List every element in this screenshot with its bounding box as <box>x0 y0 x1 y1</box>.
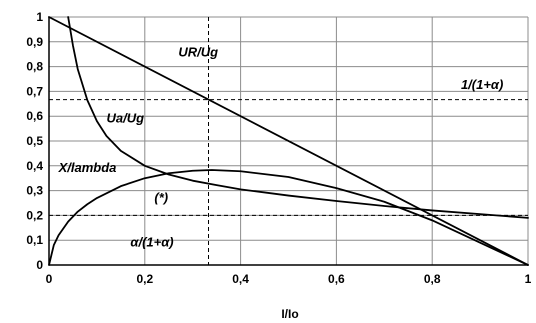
y-tick-label: 0,2 <box>26 208 43 222</box>
axes <box>48 17 528 266</box>
reference-lines <box>49 17 528 265</box>
y-tick-label: 0,5 <box>26 134 43 148</box>
annotation-label: α/(1+α) <box>130 234 173 249</box>
y-tick-label: 0,4 <box>26 159 43 173</box>
y-tick-label: 0,7 <box>26 84 43 98</box>
annotation-label: X/lambda <box>58 160 117 175</box>
y-tick-label: 0 <box>36 258 43 272</box>
x-tick-label: 0,6 <box>328 272 345 286</box>
y-tick-label: 0,1 <box>26 233 43 247</box>
x-axis-label: I/Io <box>281 307 298 321</box>
x-tick-label: 0,8 <box>424 272 441 286</box>
series <box>48 16 529 266</box>
x-tick-label: 0,2 <box>136 272 153 286</box>
annotation-label: 1/(1+α) <box>461 77 503 92</box>
series-line-2 <box>67 16 529 219</box>
y-tick-label: 1 <box>36 10 43 24</box>
y-tick-label: 0,6 <box>26 109 43 123</box>
annotation-label: Ua/Ug <box>106 110 144 125</box>
y-tick-label: 0,3 <box>26 184 43 198</box>
annotation-label: (*) <box>154 190 168 205</box>
annotation-label: UR/Ug <box>178 45 218 60</box>
annotations: UR/Ug Ua/Ug X/lambda (*) 1/(1+α) α/(1+α) <box>58 45 504 250</box>
y-tick-label: 0,8 <box>26 60 43 74</box>
tick-labels: 0 0,1 0,2 0,3 0,4 0,5 0,6 0,7 0,8 0,9 1 0 0,2 0,4 0,6 0… <box>26 10 531 286</box>
x-tick-label: 1 <box>525 272 532 286</box>
x-tick-label: 0 <box>46 272 53 286</box>
y-tick-label: 0,9 <box>26 35 43 49</box>
x-tick-label: 0,4 <box>232 272 249 286</box>
series-line-1 <box>48 16 529 266</box>
series-line-3 <box>48 169 529 266</box>
